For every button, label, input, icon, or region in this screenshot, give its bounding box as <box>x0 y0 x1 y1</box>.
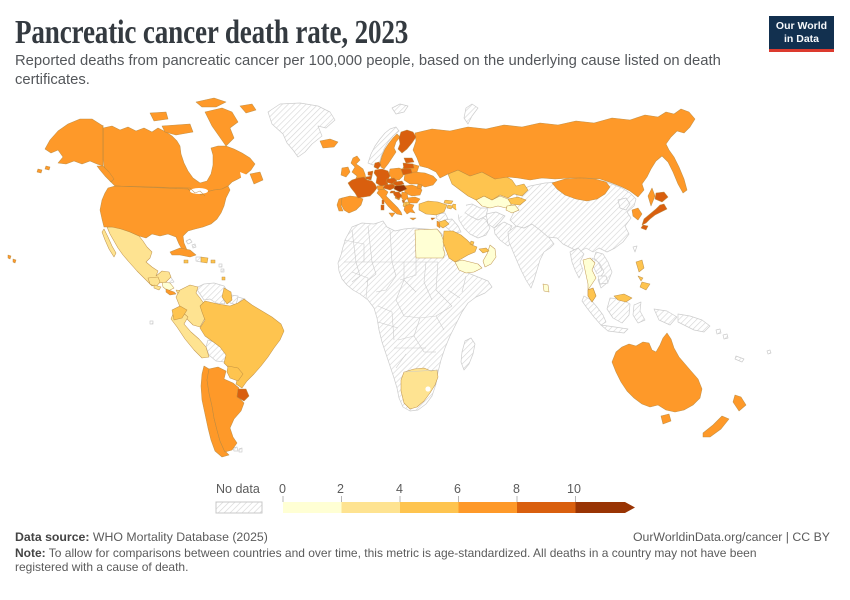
svg-text:6: 6 <box>454 482 461 496</box>
svg-text:8: 8 <box>513 482 520 496</box>
svg-text:No data: No data <box>216 482 260 496</box>
svg-text:4: 4 <box>396 482 403 496</box>
svg-text:0: 0 <box>279 482 286 496</box>
svg-text:10: 10 <box>567 482 581 496</box>
svg-text:2: 2 <box>337 482 344 496</box>
